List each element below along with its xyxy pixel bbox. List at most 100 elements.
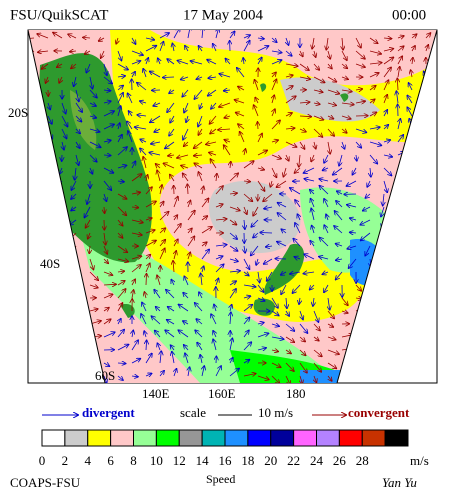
wind-arrow <box>260 233 273 234</box>
wind-arrow <box>230 162 231 169</box>
wind-arrow <box>103 363 109 366</box>
wind-arrow <box>201 242 207 246</box>
colorbar-box <box>361 429 386 447</box>
wind-arrow <box>187 236 195 247</box>
wind-arrow <box>360 219 371 225</box>
wind-arrow <box>243 258 250 269</box>
wind-arrow <box>209 153 217 156</box>
wind-arrow <box>165 330 175 338</box>
wind-arrow <box>341 297 348 305</box>
legend-scale: scale <box>180 405 206 420</box>
wind-arrow <box>61 128 67 139</box>
colorbar-box <box>316 429 340 447</box>
wind-arrow <box>341 90 352 92</box>
wind-arrow <box>255 80 259 91</box>
colorbar-label: 24 <box>310 453 324 468</box>
wind-arrow <box>183 173 189 182</box>
wind-arrow <box>383 80 389 91</box>
wind-arrow <box>154 290 161 299</box>
wind-arrow <box>202 366 204 377</box>
wind-arrow <box>200 355 202 364</box>
wind-arrow <box>38 51 49 52</box>
wind-arrow <box>215 366 221 377</box>
wind-arrow <box>118 123 120 130</box>
wind-arrow <box>184 102 189 113</box>
wind-arrow <box>131 256 141 259</box>
wind-arrow <box>71 193 77 199</box>
wind-arrow <box>229 289 236 299</box>
wind-arrow <box>131 50 143 55</box>
colorbar-label: 8 <box>130 453 137 468</box>
wind-arrow <box>292 284 301 293</box>
wind-arrow <box>83 37 91 38</box>
wind-arrow <box>244 219 245 229</box>
wind-arrow <box>103 319 111 325</box>
wind-arrow <box>369 141 381 145</box>
wind-arrow <box>75 115 82 122</box>
wind-arrow <box>117 345 129 351</box>
wind-arrow <box>285 128 295 129</box>
wind-arrow <box>412 46 415 52</box>
wind-arrow <box>243 41 250 52</box>
wind-arrow <box>361 232 371 241</box>
wind-arrow <box>202 30 203 39</box>
wind-arrow <box>355 37 361 48</box>
wind-arrow <box>244 149 246 156</box>
wind-arrow <box>195 330 203 338</box>
wind-arrow <box>151 316 161 325</box>
wind-arrow <box>398 67 400 78</box>
wind-arrow <box>270 180 272 187</box>
wind-arrow <box>87 193 91 204</box>
wind-arrow <box>188 201 191 208</box>
wind-arrow <box>178 330 189 338</box>
wind-arrow <box>271 60 282 65</box>
wind-arrow <box>117 232 123 238</box>
wind-arrow <box>326 214 328 221</box>
wind-arrow <box>243 161 254 169</box>
wind-arrow <box>314 141 316 149</box>
wind-arrow <box>99 38 105 41</box>
wind-arrow <box>144 292 146 299</box>
wind-arrow <box>285 86 293 91</box>
wind-arrow <box>271 51 282 53</box>
wind-arrow <box>271 140 278 142</box>
wind-arrow <box>263 193 273 201</box>
wind-arrow <box>188 367 190 377</box>
wind-arrow <box>271 310 279 316</box>
wind-arrow <box>103 180 111 190</box>
wind-arrow <box>117 245 127 252</box>
wind-arrow <box>411 70 412 78</box>
wind-arrow <box>230 338 232 351</box>
wind-arrow <box>171 280 174 286</box>
wind-arrow <box>243 35 250 38</box>
wind-arrow <box>168 155 175 156</box>
wind-arrow <box>90 76 93 89</box>
legend-scale-value: 10 m/s <box>258 405 293 420</box>
wind-arrow <box>137 83 147 91</box>
wind-arrow <box>145 187 152 195</box>
wind-arrow <box>369 86 376 91</box>
wind-arrow <box>117 135 122 143</box>
wind-arrow <box>313 297 314 306</box>
wind-arrow <box>257 46 269 52</box>
wind-arrow <box>117 206 126 215</box>
wind-arrow <box>85 51 91 54</box>
wind-arrow <box>187 211 195 221</box>
wind-arrow <box>128 131 133 143</box>
wind-arrow <box>299 297 300 304</box>
wind-arrow <box>131 265 141 273</box>
wind-arrow <box>369 51 381 54</box>
wind-arrow <box>328 63 332 69</box>
wind-arrow <box>266 246 273 247</box>
wind-arrow <box>103 284 116 285</box>
wind-arrow <box>243 317 250 325</box>
wind-arrow <box>311 199 315 208</box>
wind-arrow <box>243 342 251 351</box>
wind-arrow <box>326 37 328 50</box>
wind-arrow <box>285 323 294 331</box>
wind-arrow <box>104 206 105 213</box>
wind-arrow <box>215 219 227 220</box>
colorbar-box <box>270 429 295 447</box>
wind-arrow <box>89 129 100 132</box>
wind-arrow <box>243 374 256 376</box>
